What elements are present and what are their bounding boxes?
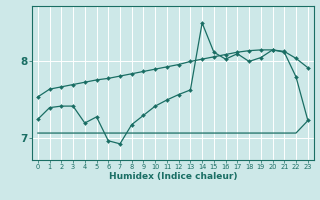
X-axis label: Humidex (Indice chaleur): Humidex (Indice chaleur) [108,172,237,181]
